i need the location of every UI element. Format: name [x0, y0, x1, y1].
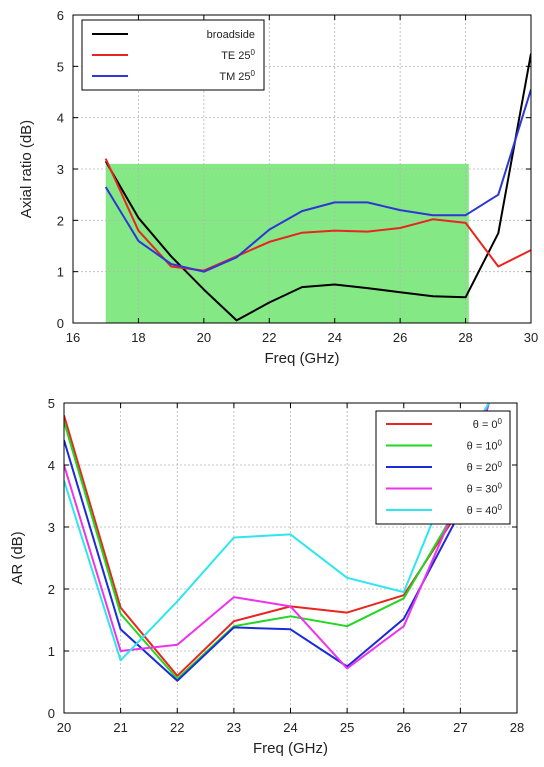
legend-entry-3: TM 250: [219, 69, 255, 84]
series-line-1: [104, 53, 531, 322]
y-tick-label: 4: [57, 111, 64, 126]
legend-entry-5: θ = 400: [467, 503, 503, 518]
legend-entry-4: θ = 300: [467, 481, 503, 496]
x-tick-label: 30: [524, 330, 538, 345]
x-tick-label: 20: [57, 720, 71, 735]
y-tick-label: 2: [57, 213, 64, 228]
series-line-2: [64, 403, 490, 680]
y-tick-label: 3: [48, 520, 55, 535]
x-tick-label: 22: [262, 330, 276, 345]
x-tick-label: 25: [340, 720, 354, 735]
series-line-2: [104, 158, 531, 272]
x-tick-label: 26: [393, 330, 407, 345]
x-tick-label: 24: [327, 330, 341, 345]
x-tick-label: 20: [197, 330, 211, 345]
y-tick-label: 0: [48, 706, 55, 721]
shaded-band: [105, 163, 469, 323]
y-tick-label: 0: [57, 316, 64, 331]
x-tick-label: 24: [283, 720, 297, 735]
x-tick-label: 16: [66, 330, 80, 345]
series-line-3: [104, 89, 531, 273]
legend-entry-2: TE 250: [221, 48, 255, 63]
y-tick-label: 6: [57, 8, 64, 23]
chart-1: 16 18 20 22 24 26 28 30 0 1 2 3 4 5 6 Freq (GHz) Axial r…: [18, 8, 538, 367]
y-tick-label: 3: [57, 162, 64, 177]
x-tick-label: 22: [170, 720, 184, 735]
x-tick-label: 28: [510, 720, 524, 735]
x-axis-label: Freq (GHz): [265, 350, 340, 367]
x-tick-label: 28: [458, 330, 472, 345]
x-tick-label: 18: [131, 330, 145, 345]
y-tick-label: 1: [48, 644, 55, 659]
legend-entry-2: θ = 100: [467, 438, 503, 453]
y-tick-label: 1: [57, 265, 64, 280]
series-line-3: [64, 403, 490, 682]
y-axis-label: Axial ratio (dB): [18, 120, 35, 218]
x-tick-label: 27: [453, 720, 467, 735]
y-tick-label: 2: [48, 582, 55, 597]
x-tick-label: 21: [113, 720, 127, 735]
y-axis-label: AR (dB): [9, 531, 26, 584]
legend-entry-3: θ = 200: [467, 460, 503, 475]
y-tick-label: 4: [48, 458, 55, 473]
legend-entry-1: broadside: [207, 29, 255, 41]
y-tick-label: 5: [57, 59, 64, 74]
series-line-4: [64, 403, 490, 670]
legend: broadside TE 250 TM 250: [81, 19, 265, 91]
x-tick-label: 26: [397, 720, 411, 735]
x-axis-label: Freq (GHz): [253, 740, 328, 757]
y-tick-label: 5: [48, 396, 55, 411]
legend-entry-1: θ = 00: [473, 417, 503, 432]
x-tick-label: 23: [227, 720, 241, 735]
legend: θ = 00 θ = 100 θ = 200 θ = 300 θ = 400: [375, 410, 511, 525]
